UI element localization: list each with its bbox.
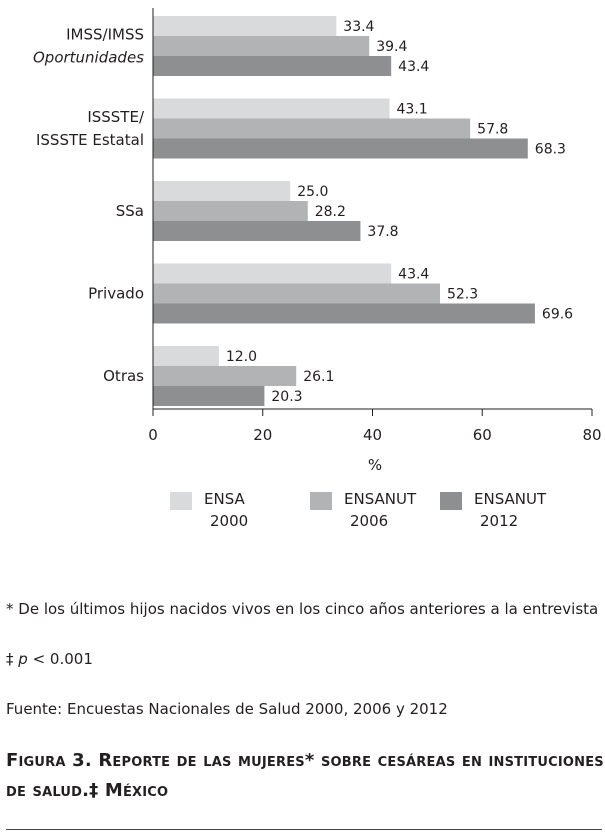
- bar-2-2: [153, 221, 361, 241]
- p-symbol: p: [18, 650, 28, 668]
- bar-3-0: [153, 263, 392, 284]
- bar-4-1: [153, 366, 297, 386]
- bar-value-label: 69.6: [542, 307, 573, 323]
- category-label: ISSSTE Estatal: [36, 131, 144, 149]
- footnote-dagger: ‡: [6, 650, 14, 668]
- bar-value-label: 39.4: [376, 39, 407, 55]
- legend-label: ENSANUT 2012: [474, 490, 547, 530]
- bar-0-0: [153, 16, 337, 36]
- bar-value-label: 68.3: [535, 142, 566, 158]
- caption-text-2: sobre cesáreas en instituciones de salud…: [6, 750, 604, 801]
- bar-value-label: 43.4: [398, 59, 429, 75]
- bar-1-2: [153, 138, 528, 159]
- legend: ENSA 2000 ENSANUT 2006 ENSANUT 2012: [170, 488, 590, 538]
- source-note: Fuente: Encuestas Nacionales de Salud 20…: [6, 700, 448, 718]
- bar-value-label: 26.1: [303, 369, 334, 385]
- bar-value-label: 37.8: [367, 224, 398, 240]
- bar-value-label: 43.4: [398, 267, 429, 283]
- category-label: Otras: [103, 367, 144, 385]
- bar-0-2: [153, 56, 392, 76]
- bar-2-0: [153, 181, 291, 201]
- category-label: IMSS/IMSS: [66, 26, 144, 44]
- legend-label: ENSA 2000: [204, 490, 249, 530]
- bar-0-1: [153, 36, 370, 56]
- category-label: Oportunidades: [33, 49, 144, 67]
- x-tick-label: 40: [363, 426, 382, 444]
- footnote-significance: ‡ p < 0.001: [6, 648, 93, 670]
- bar-value-label: 28.2: [315, 204, 346, 220]
- caption-star: *: [304, 750, 315, 771]
- bar-value-label: 57.8: [477, 122, 508, 138]
- x-tick-label: 80: [582, 426, 601, 444]
- footnote-mark: *: [6, 600, 14, 618]
- bar-3-2: [153, 303, 535, 324]
- bar-value-label: 52.3: [447, 287, 478, 303]
- chart-bars: 33.439.4 43.4 43.1 57.8 68.3 25.0 28.2 37.8 43.4…: [153, 16, 573, 406]
- bar-chart: 33.439.4 43.4 43.1 57.8 68.3 25.0 28.2 37.8 43.4…: [33, 8, 602, 474]
- p-value: < 0.001: [27, 650, 93, 668]
- footnote-cases: * De los últimos hijos nacidos vivos en …: [6, 598, 602, 620]
- legend-label: ENSANUT 2006: [344, 490, 417, 530]
- bar-1-0: [153, 98, 390, 119]
- caption-text-1: Figura 3. Reporte de las mujeres: [6, 750, 305, 771]
- category-label: Privado: [88, 285, 144, 303]
- bar-1-1: [153, 118, 471, 139]
- category-label: ISSSTE/: [87, 108, 145, 126]
- x-tick-label: 0: [148, 426, 158, 444]
- legend-swatch: [440, 492, 462, 510]
- bar-4-2: [153, 386, 265, 406]
- bar-value-label: 43.1: [397, 102, 428, 118]
- caption-text-3: México: [98, 780, 169, 801]
- figure-caption: Figura 3. Reporte de las mujeres* sobre …: [6, 746, 604, 806]
- x-tick-label: 20: [253, 426, 272, 444]
- bar-4-0: [153, 346, 219, 366]
- category-labels: IMSS/IMSS Oportunidades ISSSTE/ISSSTE Esta…: [33, 26, 145, 386]
- bar-3-1: [153, 283, 440, 304]
- bottom-rule: [6, 829, 602, 830]
- bar-value-label: 25.0: [297, 184, 328, 200]
- x-axis: 0 20 40 60 80: [148, 8, 602, 444]
- legend-swatch: [170, 492, 192, 510]
- x-tick-label: 60: [473, 426, 492, 444]
- bar-value-label: 20.3: [271, 389, 302, 405]
- caption-dagger: ‡: [89, 780, 99, 801]
- bar-value-label: 12.0: [226, 349, 257, 365]
- legend-swatch: [310, 492, 332, 510]
- bar-2-1: [153, 201, 308, 221]
- bar-value-label: 33.4: [343, 19, 374, 35]
- x-axis-title: %: [368, 456, 382, 474]
- category-label: SSa: [116, 202, 144, 220]
- footnote-text: De los últimos hijos nacidos vivos en lo…: [18, 600, 599, 618]
